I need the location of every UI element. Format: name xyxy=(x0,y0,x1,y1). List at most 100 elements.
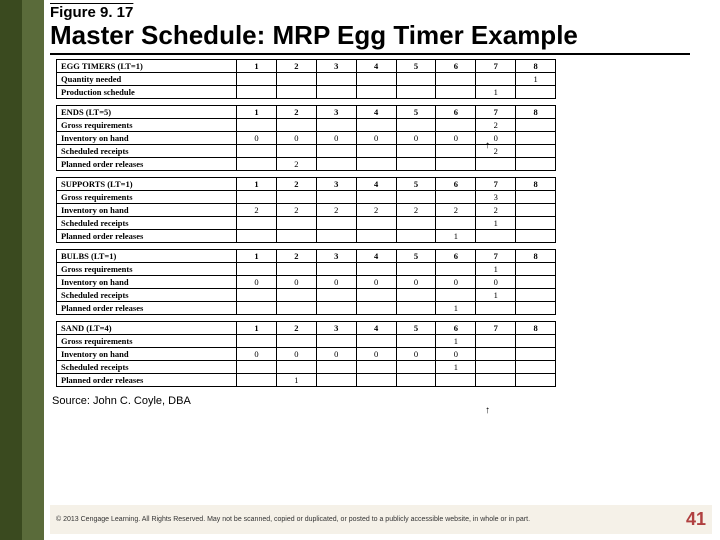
period-header: 6 xyxy=(436,321,476,334)
cell-value: 1 xyxy=(276,373,316,386)
cell-value xyxy=(316,85,356,98)
cell-value xyxy=(276,262,316,275)
cell-value: 1 xyxy=(476,262,516,275)
period-header: 7 xyxy=(476,59,516,72)
cell-value xyxy=(476,334,516,347)
period-header: 4 xyxy=(356,59,396,72)
mrp-tables: EGG TIMERS (LT=1)12345678Quantity needed… xyxy=(56,59,556,387)
copyright-text: © 2013 Cengage Learning. All Rights Rese… xyxy=(56,516,530,523)
table-row: Inventory on hand0000000 xyxy=(57,275,556,288)
period-header: 8 xyxy=(516,105,556,118)
row-label: Gross requirements xyxy=(57,190,237,203)
cell-value: 2 xyxy=(476,203,516,216)
cell-value xyxy=(356,262,396,275)
period-header: 8 xyxy=(516,249,556,262)
table-row: Gross requirements1 xyxy=(57,262,556,275)
cell-value: 0 xyxy=(276,347,316,360)
cell-value xyxy=(316,334,356,347)
cell-value xyxy=(516,275,556,288)
cell-value xyxy=(237,118,277,131)
cell-value: 0 xyxy=(476,275,516,288)
cell-value xyxy=(316,72,356,85)
table-row: Planned order releases 1 xyxy=(57,301,556,314)
cell-value xyxy=(316,301,356,314)
cell-value xyxy=(237,262,277,275)
row-label: Planned order releases xyxy=(57,301,237,314)
cell-value xyxy=(396,118,436,131)
cell-value xyxy=(276,72,316,85)
cell-value: 1 xyxy=(476,288,516,301)
cell-value: 2 xyxy=(237,203,277,216)
cell-value xyxy=(356,216,396,229)
cell-value xyxy=(356,190,396,203)
cell-value xyxy=(396,373,436,386)
cell-value xyxy=(476,157,516,170)
cell-value: 2 xyxy=(276,203,316,216)
period-header: 8 xyxy=(516,177,556,190)
cell-value: 0 xyxy=(237,347,277,360)
cell-value xyxy=(476,360,516,373)
cell-value: 2 xyxy=(316,203,356,216)
cell-value xyxy=(516,360,556,373)
cell-value xyxy=(396,144,436,157)
cell-value: 1 xyxy=(436,301,476,314)
table-row: Gross requirements 3 xyxy=(57,190,556,203)
cell-value: 0 xyxy=(276,131,316,144)
period-header: 1 xyxy=(237,249,277,262)
table-row: Inventory on hand000000 xyxy=(57,347,556,360)
cell-value xyxy=(476,301,516,314)
cell-value xyxy=(516,190,556,203)
cell-value xyxy=(516,229,556,242)
cell-value xyxy=(276,85,316,98)
cell-value: 0 xyxy=(356,131,396,144)
cell-value: 2 xyxy=(356,203,396,216)
cell-value xyxy=(316,144,356,157)
row-label: Inventory on hand xyxy=(57,203,237,216)
cell-value xyxy=(237,334,277,347)
cell-value xyxy=(276,288,316,301)
period-header: 5 xyxy=(396,177,436,190)
cell-value xyxy=(237,229,277,242)
cell-value xyxy=(237,190,277,203)
cell-value xyxy=(436,288,476,301)
cell-value xyxy=(356,373,396,386)
cell-value xyxy=(276,190,316,203)
cell-value xyxy=(476,373,516,386)
cell-value xyxy=(356,334,396,347)
cell-value xyxy=(396,85,436,98)
period-header: 3 xyxy=(316,59,356,72)
period-header: 2 xyxy=(276,59,316,72)
table-row: Inventory on hand0000000 xyxy=(57,131,556,144)
cell-value xyxy=(516,144,556,157)
table-row: Gross requirements2 xyxy=(57,118,556,131)
cell-value: 0 xyxy=(237,131,277,144)
row-label: Gross requirements xyxy=(57,118,237,131)
table-row: Planned order releases1 xyxy=(57,373,556,386)
stripe-dark xyxy=(0,0,22,540)
stripe-light xyxy=(22,0,44,540)
table-row: Gross requirements1 xyxy=(57,334,556,347)
period-header: 1 xyxy=(237,177,277,190)
cell-value: 0 xyxy=(476,131,516,144)
table-row: Scheduled receipts1 xyxy=(57,216,556,229)
mrp-table: BULBS (LT=1)12345678Gross requirements1I… xyxy=(56,249,556,315)
mrp-table: SAND (LT=4)12345678Gross requirements1In… xyxy=(56,321,556,387)
cell-value: 0 xyxy=(316,275,356,288)
cell-value xyxy=(237,288,277,301)
cell-value xyxy=(316,157,356,170)
cell-value xyxy=(436,373,476,386)
cell-value: 2 xyxy=(276,157,316,170)
cell-value: 0 xyxy=(316,347,356,360)
cell-value: 2 xyxy=(396,203,436,216)
table-row: Scheduled receipts1 xyxy=(57,360,556,373)
cell-value xyxy=(396,72,436,85)
cell-value xyxy=(516,262,556,275)
cell-value xyxy=(436,118,476,131)
cell-value xyxy=(237,157,277,170)
period-header: 2 xyxy=(276,105,316,118)
decorative-sidebar xyxy=(0,0,44,540)
cell-value xyxy=(476,72,516,85)
cell-value: 3 xyxy=(476,190,516,203)
table-row: Quantity needed1 xyxy=(57,72,556,85)
figure-label: Figure 9. 17 xyxy=(50,4,720,21)
